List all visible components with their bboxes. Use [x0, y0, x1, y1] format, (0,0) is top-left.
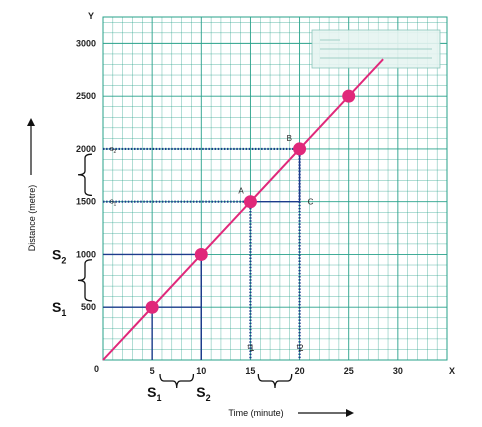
big-s2-y-label: S2 [52, 246, 66, 265]
x-tick-label: 15 [245, 366, 255, 376]
x-axis-letter: X [449, 366, 455, 376]
brace-x-s [159, 373, 195, 389]
big-s1-x-sub: 1 [156, 393, 161, 403]
x-tick-label: 25 [344, 366, 354, 376]
y-tick-label: 2500 [76, 91, 96, 101]
y-axis-letter: Y [88, 11, 94, 21]
x-tick-label: 30 [393, 366, 403, 376]
t2-label: t2 [297, 343, 304, 353]
point-label-b: B [287, 134, 292, 143]
origin-label: 0 [94, 364, 99, 374]
big-s1-y-label: S1 [52, 299, 66, 318]
series-line [102, 58, 384, 361]
big-s1-y-main: S [52, 299, 61, 315]
t1-label-main: t [247, 344, 249, 351]
brace-y-low [77, 259, 93, 302]
y-tick-label: 500 [81, 302, 96, 312]
x-axis-arrow [298, 409, 354, 417]
s1-label-main: s [110, 199, 114, 206]
big-s2-x-main: S [196, 384, 205, 400]
x-tick-label: 5 [150, 366, 155, 376]
grid-minor [103, 17, 447, 360]
t2-label-sub: 2 [299, 343, 304, 353]
s2-label-sub: 2 [114, 149, 117, 155]
x-axis-title: Time (minute) [228, 408, 283, 418]
big-s2-y-sub: 2 [61, 255, 66, 265]
brace-y-high [77, 153, 93, 197]
x-tick-label: 10 [196, 366, 206, 376]
data-point [342, 89, 356, 103]
y-tick-label: 1500 [76, 197, 96, 207]
point-label-a: A [238, 187, 244, 196]
t1-label-sub: 1 [249, 343, 254, 353]
guide-lines [103, 147, 301, 360]
point-label-c: C [308, 198, 314, 207]
brace-x-t [257, 373, 293, 389]
x-tick-label: 20 [295, 366, 305, 376]
data-point [243, 195, 257, 209]
s2-label: s2 [110, 146, 117, 155]
big-s1-y-sub: 1 [61, 308, 66, 318]
y-axis-title: Distance (metre) [27, 185, 37, 252]
y-tick-label: 2000 [76, 144, 96, 154]
data-point [293, 142, 307, 156]
big-s2-y-main: S [52, 246, 61, 262]
s1-label-sub: 1 [114, 202, 117, 208]
y-tick-label: 1000 [76, 249, 96, 259]
s1-label: s1 [110, 199, 117, 208]
y-tick-label: 3000 [76, 38, 96, 48]
y-axis-arrow [27, 118, 35, 175]
data-point [145, 300, 159, 314]
t2-label-main: t [297, 344, 299, 351]
big-s2-x-label: S2 [196, 384, 210, 403]
s2-label-main: s [110, 146, 114, 153]
big-s1-x-main: S [147, 384, 156, 400]
plot-frame [102, 16, 448, 361]
legend-box [311, 29, 441, 69]
big-s1-x-label: S1 [147, 384, 161, 403]
data-point [194, 247, 208, 261]
big-s2-x-sub: 2 [206, 393, 211, 403]
t1-label: t1 [247, 343, 254, 353]
data-points [145, 89, 356, 314]
